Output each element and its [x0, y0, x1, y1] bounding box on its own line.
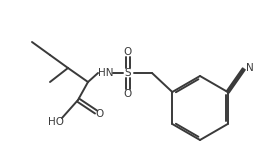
Text: O: O — [124, 89, 132, 99]
Text: O: O — [124, 47, 132, 57]
Text: O: O — [96, 109, 104, 119]
Text: S: S — [125, 68, 131, 78]
Text: N: N — [246, 63, 254, 73]
Text: HN: HN — [98, 68, 114, 78]
Text: HO: HO — [48, 117, 64, 127]
